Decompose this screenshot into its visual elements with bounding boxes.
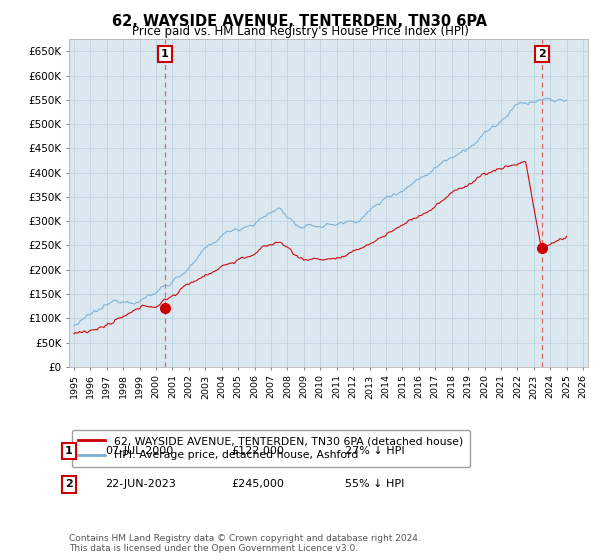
Text: 2: 2	[538, 49, 545, 59]
Legend: 62, WAYSIDE AVENUE, TENTERDEN, TN30 6PA (detached house), HPI: Average price, de: 62, WAYSIDE AVENUE, TENTERDEN, TN30 6PA …	[72, 430, 470, 467]
Text: 07-JUL-2000: 07-JUL-2000	[105, 446, 173, 456]
Text: 1: 1	[65, 446, 73, 456]
Text: 62, WAYSIDE AVENUE, TENTERDEN, TN30 6PA: 62, WAYSIDE AVENUE, TENTERDEN, TN30 6PA	[112, 14, 488, 29]
Text: Contains HM Land Registry data © Crown copyright and database right 2024.
This d: Contains HM Land Registry data © Crown c…	[69, 534, 421, 553]
Text: £122,000: £122,000	[231, 446, 284, 456]
Text: 2: 2	[65, 479, 73, 489]
Text: 55% ↓ HPI: 55% ↓ HPI	[345, 479, 404, 489]
Text: 27% ↓ HPI: 27% ↓ HPI	[345, 446, 404, 456]
Text: 1: 1	[161, 49, 169, 59]
Text: £245,000: £245,000	[231, 479, 284, 489]
Text: Price paid vs. HM Land Registry's House Price Index (HPI): Price paid vs. HM Land Registry's House …	[131, 25, 469, 38]
Text: 22-JUN-2023: 22-JUN-2023	[105, 479, 176, 489]
